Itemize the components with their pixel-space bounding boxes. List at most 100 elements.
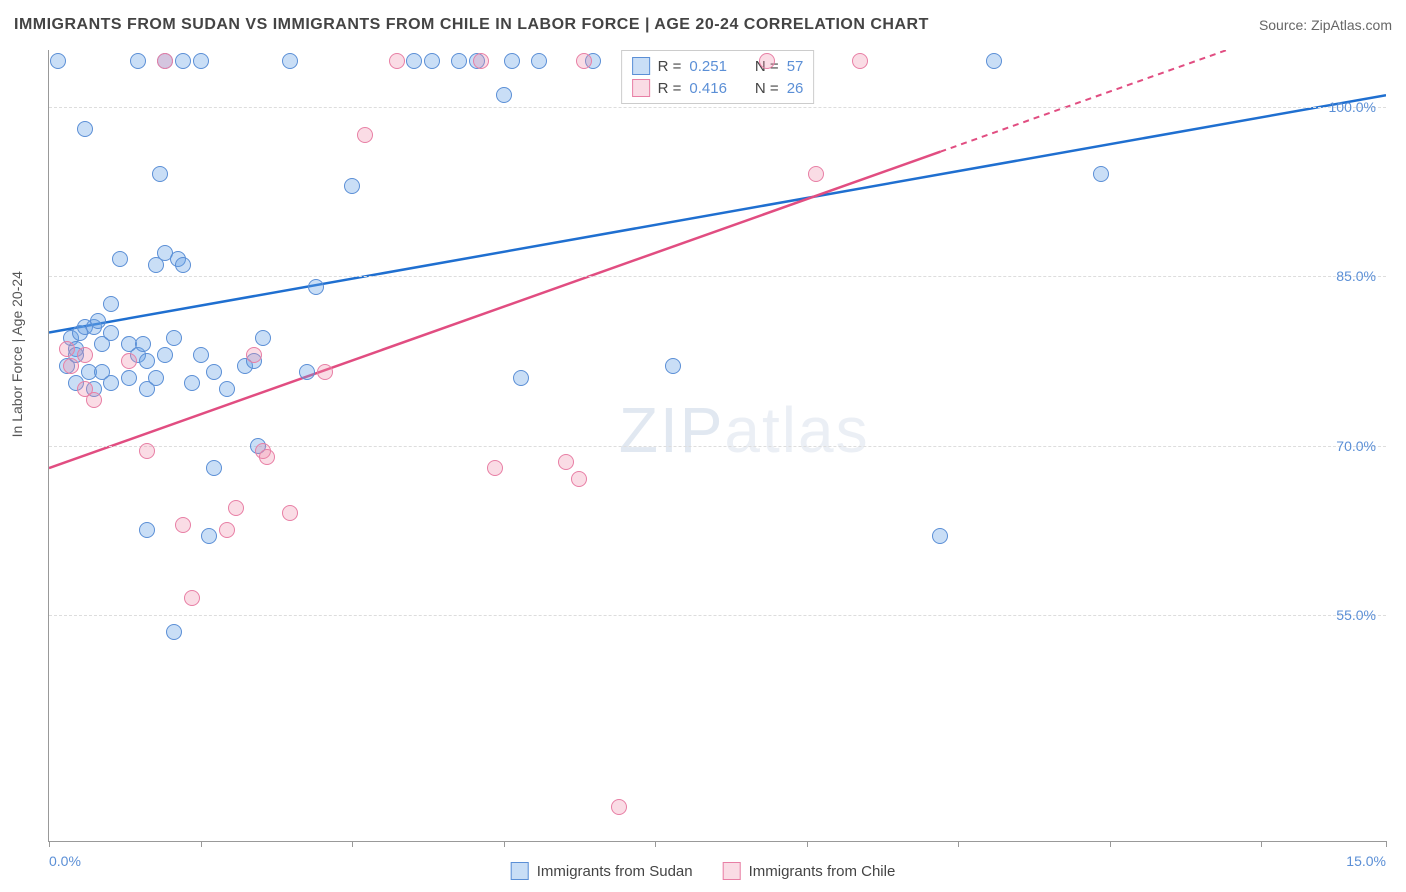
scatter-point-sudan <box>135 336 151 352</box>
scatter-point-sudan <box>282 53 298 69</box>
chile-legend-swatch-icon <box>723 862 741 880</box>
legend-r-label: R = <box>658 58 682 75</box>
trend-line-dash-chile <box>940 50 1227 152</box>
scatter-point-sudan <box>219 381 235 397</box>
x-tick <box>1261 841 1262 847</box>
scatter-point-sudan <box>77 121 93 137</box>
scatter-point-sudan <box>184 375 200 391</box>
watermark: ZIPatlas <box>619 393 870 467</box>
scatter-point-sudan <box>513 370 529 386</box>
scatter-point-sudan <box>50 53 66 69</box>
x-tick <box>807 841 808 847</box>
correlation-legend-row-sudan: R =0.251N =57 <box>632 55 804 77</box>
scatter-point-chile <box>59 341 75 357</box>
chart-container: IMMIGRANTS FROM SUDAN VS IMMIGRANTS FROM… <box>0 0 1406 892</box>
scatter-point-sudan <box>112 251 128 267</box>
scatter-point-chile <box>157 53 173 69</box>
chart-header: IMMIGRANTS FROM SUDAN VS IMMIGRANTS FROM… <box>14 10 1392 40</box>
legend-n-value: 26 <box>787 80 804 97</box>
scatter-point-chile <box>63 358 79 374</box>
scatter-point-sudan <box>166 624 182 640</box>
scatter-point-sudan <box>193 347 209 363</box>
scatter-point-chile <box>121 353 137 369</box>
scatter-point-chile <box>576 53 592 69</box>
sudan-swatch-icon <box>632 57 650 75</box>
scatter-point-chile <box>808 166 824 182</box>
scatter-point-chile <box>282 505 298 521</box>
scatter-point-sudan <box>166 330 182 346</box>
chile-swatch-icon <box>632 79 650 97</box>
scatter-point-chile <box>228 500 244 516</box>
x-tick <box>201 841 202 847</box>
series-legend-label: Immigrants from Sudan <box>537 863 693 880</box>
scatter-point-sudan <box>201 528 217 544</box>
correlation-legend-row-chile: R =0.416N =26 <box>632 77 804 99</box>
scatter-point-sudan <box>308 279 324 295</box>
scatter-point-chile <box>571 471 587 487</box>
y-tick-label: 70.0% <box>1336 438 1376 454</box>
x-axis-max-label: 15.0% <box>1346 853 1386 869</box>
scatter-point-sudan <box>206 460 222 476</box>
scatter-point-sudan <box>531 53 547 69</box>
scatter-point-sudan <box>130 53 146 69</box>
legend-r-value: 0.416 <box>689 80 727 97</box>
trend-line-sudan <box>49 95 1386 332</box>
scatter-point-sudan <box>665 358 681 374</box>
legend-n-value: 57 <box>787 58 804 75</box>
scatter-point-chile <box>473 53 489 69</box>
scatter-point-chile <box>611 799 627 815</box>
scatter-point-sudan <box>193 53 209 69</box>
scatter-point-sudan <box>148 370 164 386</box>
scatter-point-sudan <box>103 325 119 341</box>
x-axis-min-label: 0.0% <box>49 853 81 869</box>
gridline <box>49 276 1386 277</box>
series-legend-item-sudan: Immigrants from Sudan <box>511 862 693 880</box>
scatter-point-sudan <box>152 166 168 182</box>
legend-r-label: R = <box>658 80 682 97</box>
scatter-point-chile <box>759 53 775 69</box>
scatter-point-sudan <box>255 330 271 346</box>
series-legend-item-chile: Immigrants from Chile <box>723 862 896 880</box>
scatter-point-sudan <box>175 257 191 273</box>
y-tick-label: 100.0% <box>1329 99 1376 115</box>
x-tick <box>49 841 50 847</box>
scatter-point-chile <box>219 522 235 538</box>
sudan-legend-swatch-icon <box>511 862 529 880</box>
scatter-point-sudan <box>986 53 1002 69</box>
scatter-point-chile <box>246 347 262 363</box>
scatter-point-sudan <box>90 313 106 329</box>
trend-line-chile <box>49 152 940 468</box>
scatter-point-chile <box>77 347 93 363</box>
series-legend-label: Immigrants from Chile <box>749 863 896 880</box>
x-tick <box>1386 841 1387 847</box>
legend-r-value: 0.251 <box>689 58 727 75</box>
x-tick <box>352 841 353 847</box>
scatter-point-sudan <box>157 347 173 363</box>
scatter-point-sudan <box>139 353 155 369</box>
scatter-point-chile <box>487 460 503 476</box>
y-axis-label: In Labor Force | Age 20-24 <box>9 271 25 437</box>
scatter-point-chile <box>558 454 574 470</box>
y-tick-label: 85.0% <box>1336 268 1376 284</box>
watermark-main: ZIP <box>619 394 725 466</box>
scatter-point-chile <box>184 590 200 606</box>
x-tick <box>655 841 656 847</box>
scatter-point-chile <box>852 53 868 69</box>
x-tick <box>504 841 505 847</box>
correlation-legend: R =0.251N =57R =0.416N =26 <box>621 50 815 104</box>
x-tick <box>1110 841 1111 847</box>
scatter-point-chile <box>86 392 102 408</box>
scatter-point-chile <box>175 517 191 533</box>
scatter-point-chile <box>317 364 333 380</box>
chart-title: IMMIGRANTS FROM SUDAN VS IMMIGRANTS FROM… <box>14 16 929 34</box>
series-legend: Immigrants from Sudan Immigrants from Chi… <box>511 862 896 880</box>
gridline <box>49 615 1386 616</box>
scatter-point-sudan <box>451 53 467 69</box>
scatter-point-sudan <box>344 178 360 194</box>
scatter-point-sudan <box>932 528 948 544</box>
scatter-point-sudan <box>139 522 155 538</box>
scatter-point-chile <box>357 127 373 143</box>
scatter-point-chile <box>139 443 155 459</box>
plot-area: In Labor Force | Age 20-24 ZIPatlas R =0… <box>48 50 1386 842</box>
scatter-point-sudan <box>299 364 315 380</box>
